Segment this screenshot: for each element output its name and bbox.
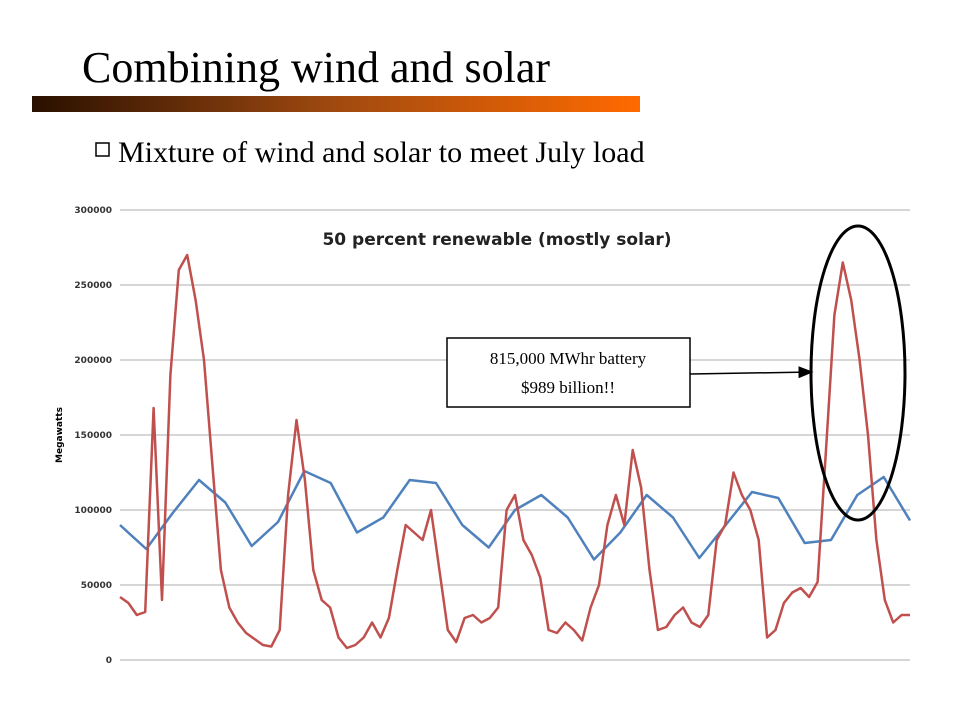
series-line — [119, 253, 910, 650]
y-tick-label: 100000 — [74, 506, 112, 516]
y-tick-label: 150000 — [74, 431, 112, 441]
annotation: $989 billion!! — [521, 378, 615, 397]
title-bar — [32, 96, 640, 112]
bullet-text: Mixture of wind and solar to meet July l… — [118, 136, 645, 169]
plot: 0 50000 100000 150000 200000 250000 300000 — [74, 206, 912, 666]
chart-title: 50 percent renewable (mostly solar) — [322, 230, 671, 250]
bullet-icon — [95, 142, 110, 157]
y-tick-label: 200000 — [74, 356, 112, 366]
y-tick-label: 300000 — [74, 206, 112, 216]
annotation: 815,000 MWhr battery — [490, 349, 647, 368]
y-tick-label: 250000 — [74, 281, 112, 291]
arrow — [689, 366, 814, 379]
highlight-ellipse — [809, 224, 907, 522]
annotation-box — [446, 337, 691, 408]
y-axis-label: Megawatts — [55, 407, 65, 463]
y-tick-label: 0 — [106, 656, 112, 666]
series-line — [119, 469, 912, 561]
y-tick-label: 50000 — [81, 581, 112, 591]
slide-title: Combining wind and solar — [82, 43, 550, 92]
